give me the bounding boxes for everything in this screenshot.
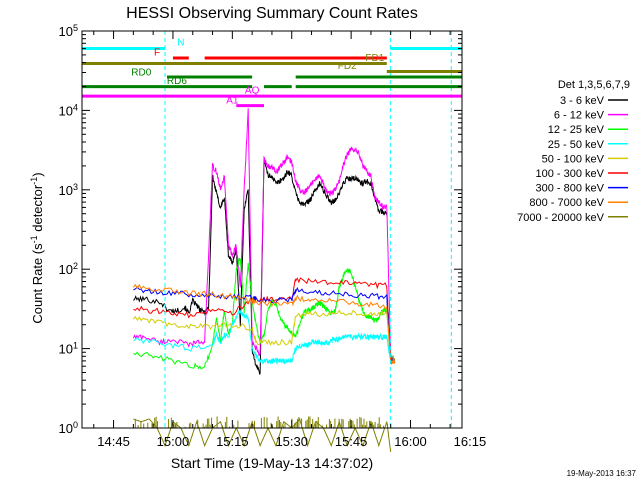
legend-label: 50 - 100 keV <box>542 153 605 165</box>
y-tick-label: 104 <box>59 102 78 118</box>
x-tick-label: 15:45 <box>335 434 368 449</box>
x-tick-label: 14:45 <box>97 434 130 449</box>
flag-bars: N F FD1 FD2 RD0 RD6 AQ A1 <box>82 37 462 108</box>
legend-label: 12 - 25 keV <box>548 124 605 136</box>
y-tick-base: 10 <box>59 183 73 198</box>
y-label-sup1: -1 <box>29 235 39 243</box>
legend: Det 1,3,5,6,7,9 3 - 6 keV 6 - 12 keV 12 - … <box>517 79 630 224</box>
y-tick-label: 102 <box>59 261 78 277</box>
y-label-end: ) <box>30 172 45 176</box>
x-tick-label: 16:15 <box>454 434 487 449</box>
flag-label: N <box>177 37 184 48</box>
flag-label: FD1 <box>365 53 384 64</box>
legend-label: 100 - 300 keV <box>536 168 605 180</box>
flag-label: F <box>154 48 160 59</box>
flag-label: FD2 <box>338 61 357 72</box>
y-tick-exp: 5 <box>73 23 78 33</box>
legend-label: 800 - 7000 keV <box>529 197 604 209</box>
x-tick-label: 15:30 <box>275 434 308 449</box>
series-line <box>132 283 396 365</box>
y-label-mid: detector <box>30 184 45 235</box>
x-tick-label: 16:00 <box>394 434 427 449</box>
y-tick-label: 105 <box>59 23 78 39</box>
series-line <box>132 108 396 363</box>
legend-label: 25 - 50 keV <box>548 139 605 151</box>
legend-label: 300 - 800 keV <box>536 183 605 195</box>
legend-title: Det 1,3,5,6,7,9 <box>558 79 630 91</box>
series-line <box>133 160 388 375</box>
series-line <box>133 310 396 366</box>
x-axis-label: Start Time (19-May-13 14:37:02) <box>171 455 373 471</box>
y-tick-exp: 3 <box>73 182 78 192</box>
series-line <box>133 277 395 364</box>
flag-label: RD0 <box>131 67 151 78</box>
timestamp: 19-May-2013 16:37 <box>567 469 637 478</box>
y-tick-label: 103 <box>59 182 78 198</box>
y-tick-base: 10 <box>59 421 73 436</box>
x-tick-label: 15:00 <box>157 434 190 449</box>
legend-label: 3 - 6 keV <box>560 95 605 107</box>
y-tick-base: 10 <box>59 24 73 39</box>
y-tick-exp: 4 <box>73 102 78 112</box>
series-group <box>132 108 396 452</box>
x-axis: 14:45 15:00 15:15 15:30 15:45 16:00 16:15 <box>93 31 487 449</box>
y-tick-base: 10 <box>59 342 73 357</box>
noise-spikes <box>134 416 389 428</box>
y-axis-label: Count Rate (s-1 detector-1) <box>29 172 45 323</box>
chart-title: HESSI Observing Summary Count Rates <box>126 5 418 22</box>
y-tick-label: 100 <box>59 420 78 436</box>
y-tick-exp: 1 <box>73 341 78 351</box>
y-label-sup2: -1 <box>29 177 39 185</box>
y-label-main: Count Rate (s <box>30 243 45 324</box>
series-line <box>132 309 396 364</box>
y-tick-exp: 2 <box>73 261 78 271</box>
legend-label: 7000 - 20000 keV <box>517 212 605 224</box>
y-tick-base: 10 <box>59 103 73 118</box>
flag-label: AQ <box>245 86 260 97</box>
flag-label: A1 <box>226 95 239 106</box>
y-tick-label: 101 <box>59 341 78 357</box>
legend-label: 6 - 12 keV <box>554 110 605 122</box>
x-tick-label: 15:15 <box>216 434 249 449</box>
flag-label: RD6 <box>167 76 187 87</box>
y-tick-base: 10 <box>59 262 73 277</box>
y-tick-exp: 0 <box>73 420 78 430</box>
series-line <box>133 286 396 365</box>
